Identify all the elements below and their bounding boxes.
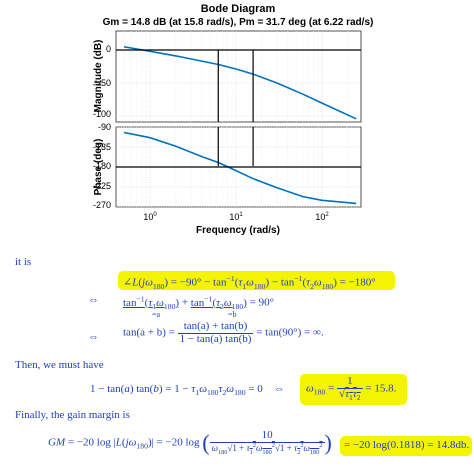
phase-tick-label: -270 [93,200,111,210]
phase-tick-label: -225 [93,181,111,191]
bode-diagram: Bode Diagram Gm = 14.8 dB (at 15.8 rad/s… [93,3,374,236]
phase-condition-equation: ∠L(jω180) = −90° − tan−1(τ1ω180) − tan−1… [123,274,376,291]
bode-subtitle: Gm = 14.8 dB (at 15.8 rad/s), Pm = 31.7 … [103,17,374,28]
phase-tick-label: -180 [93,161,111,171]
magnitude-plot-area [115,30,362,123]
magnitude-panel: 0 -50 -100 Magnitude (dB) [93,30,362,123]
magnitude-tick-label: -50 [98,78,111,88]
magnitude-axis-label: Magnitude (dB) [93,40,104,113]
magnitude-tick-label: 0 [106,44,111,54]
w180-value: = 15.8. [365,382,397,395]
text-finally: Finally, the gain margin is [15,409,130,421]
gain-margin-equation: GM = −20 log |L(jω180)| = −20 log (10 ω18… [48,429,332,456]
gain-margin-result: = −20 log(0.1818) = 14.8db. [344,439,470,451]
phase-axis-label: Phase (deg) [93,139,104,196]
brace-label-a: =a [152,310,161,319]
tan-sum-rhs: = tan(90°) = ∞. [256,326,324,339]
tan-sum-identity: tan(a + b) = tan(a) + tan(b) 1 − tan(a) t… [123,320,324,345]
phase-margin-markers [116,127,361,168]
brace-label-b: =b [228,310,237,319]
implies-symbol: ⇔ [88,294,99,306]
x-axis-label: Frequency (rad/s) [196,225,280,236]
x-tick-label: 100 [143,212,157,222]
implies-symbol: ⇔ [88,331,99,343]
x-tick-label: 102 [315,212,329,222]
tan-sum-numerator: tan(a) + tan(b) [177,320,254,334]
text-then: Then, we must have [15,359,104,371]
phase-curve [123,131,357,205]
magnitude-margin-markers [116,49,361,122]
tan-sum-fraction: tan(a) + tan(b) 1 − tan(a) tan(b) [177,320,254,345]
bode-title: Bode Diagram [201,3,276,15]
phase-panel: -90 -135 -180 -225 -270 Phase (deg) [93,122,362,210]
x-tick-label: 101 [229,212,243,222]
phase-tick-label: -90 [98,122,111,132]
magnitude-curve [123,46,357,120]
tan-sum-lhs: tan(a + b) = [123,326,175,339]
phase-tick-label: -135 [93,142,111,152]
tan-sum-denominator: 1 − tan(a) tan(b) [179,332,252,345]
w180-result-equation: ω180 = 1 √τ1τ2 = 15.8. [306,375,397,402]
magnitude-grid [116,31,361,122]
w180-fraction: 1 √τ1τ2 [337,375,363,402]
product-condition-equation: 1 − tan(a) tan(b) = 1 − τ1ω180τ2ω180 = 0… [90,383,285,398]
arctan-sum-equation: tan−1(τ1ω180) + tan−1(τ2ω180) = 90° [123,294,274,311]
gm-fraction: 10 ω180√1 + τ12ω1802√1 + τ22ω1802 [209,429,325,456]
text-it-is: it is [15,256,32,268]
highlight-phase-equation [118,271,395,290]
magnitude-tick-label: -100 [93,109,111,119]
highlight-w180 [300,374,407,405]
highlight-gm-result [340,436,472,456]
